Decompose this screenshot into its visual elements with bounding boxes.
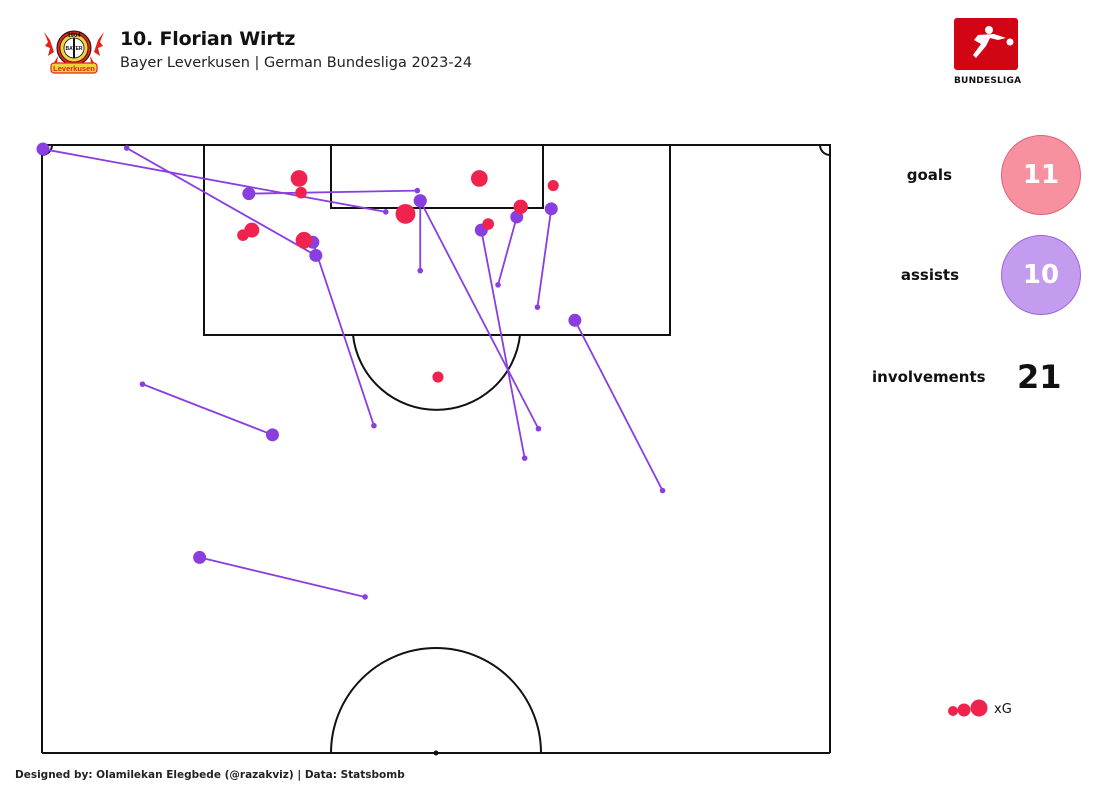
penalty-area <box>203 144 671 336</box>
goal-shot-marker <box>237 229 249 241</box>
assist-shot-marker <box>544 202 558 216</box>
involvements-value: 21 <box>1017 358 1062 396</box>
goal-shot-marker <box>295 231 313 249</box>
assist-pass-line <box>480 229 526 459</box>
involvements-label: involvements <box>872 368 986 386</box>
assist-pass-origin <box>535 425 542 432</box>
crest-band-text: Leverkusen <box>53 64 95 73</box>
assist-pass-origin <box>659 487 666 494</box>
assist-pass-origin <box>534 304 541 310</box>
goals-label: goals <box>906 166 952 184</box>
centre-circle <box>330 647 542 754</box>
assist-pass-line <box>126 147 317 257</box>
assist-shot-marker <box>242 187 256 201</box>
assist-pass-line <box>199 556 366 598</box>
assist-pass-origin <box>521 455 528 461</box>
footer-credit: Designed by: Olamilekan Elegbede (@razak… <box>15 769 405 781</box>
assist-pass-line <box>142 383 273 436</box>
bundesliga-logo: BUNDESLIGA <box>954 18 1022 86</box>
six-yard-box <box>330 144 544 209</box>
assist-pass-line <box>536 208 553 308</box>
penalty-arc <box>352 334 521 411</box>
crest-center-text: BAYER <box>65 46 82 52</box>
assist-shot-marker <box>193 550 207 564</box>
goal-shot-marker <box>547 179 559 192</box>
league-name: BUNDESLIGA <box>954 76 1022 86</box>
bayer-leverkusen-crest: 1904 BAYER Leverkusen <box>44 30 104 74</box>
assist-pass-line <box>419 200 540 430</box>
bundesliga-player-icon <box>954 18 1018 70</box>
assist-pass-origin <box>371 422 377 429</box>
goal-shot-marker <box>470 170 488 187</box>
goals-count-badge: 11 <box>1001 135 1081 215</box>
assist-pass-origin <box>123 145 130 151</box>
pitch-markings <box>41 144 831 754</box>
goal-shot-marker <box>482 218 495 230</box>
assist-shot-marker <box>568 313 582 327</box>
pitch-boundary <box>41 144 831 753</box>
goal-shot-marker <box>295 186 307 199</box>
assist-pass-origin <box>495 282 501 288</box>
goal-shot-marker <box>395 204 416 224</box>
assists-label: assists <box>900 266 959 284</box>
assists-count-badge: 10 <box>1001 235 1081 315</box>
assist-pass-line <box>574 319 664 491</box>
goal-layer <box>237 170 559 383</box>
assist-pass-line <box>248 189 418 195</box>
assist-shot-marker <box>36 142 50 156</box>
goal-shot-marker <box>290 170 308 187</box>
crest-year: 1904 <box>67 33 81 39</box>
assist-pass-line <box>42 148 386 213</box>
assist-shot-marker <box>309 248 323 262</box>
assist-shot-marker <box>413 194 427 208</box>
assist-pass-origin <box>414 187 421 194</box>
page-title: 10. Florian Wirtz <box>120 28 296 50</box>
assist-pass-origin <box>139 381 146 387</box>
xg-legend-label: xG <box>994 702 1012 717</box>
xg-size-legend <box>948 699 988 717</box>
page-subtitle: Bayer Leverkusen | German Bundesliga 202… <box>120 55 473 71</box>
assist-shot-marker <box>265 428 279 442</box>
goal-shot-marker <box>513 199 528 214</box>
assist-pass-origin <box>417 267 424 274</box>
assist-layer <box>36 142 666 600</box>
assist-pass-line <box>497 216 518 286</box>
assist-pass-origin <box>382 209 389 215</box>
assist-pass-origin <box>362 594 368 600</box>
goal-shot-marker <box>432 371 444 383</box>
assist-pass-line <box>312 241 375 426</box>
corner-arc-right <box>819 144 831 156</box>
centre-spot <box>433 750 439 756</box>
